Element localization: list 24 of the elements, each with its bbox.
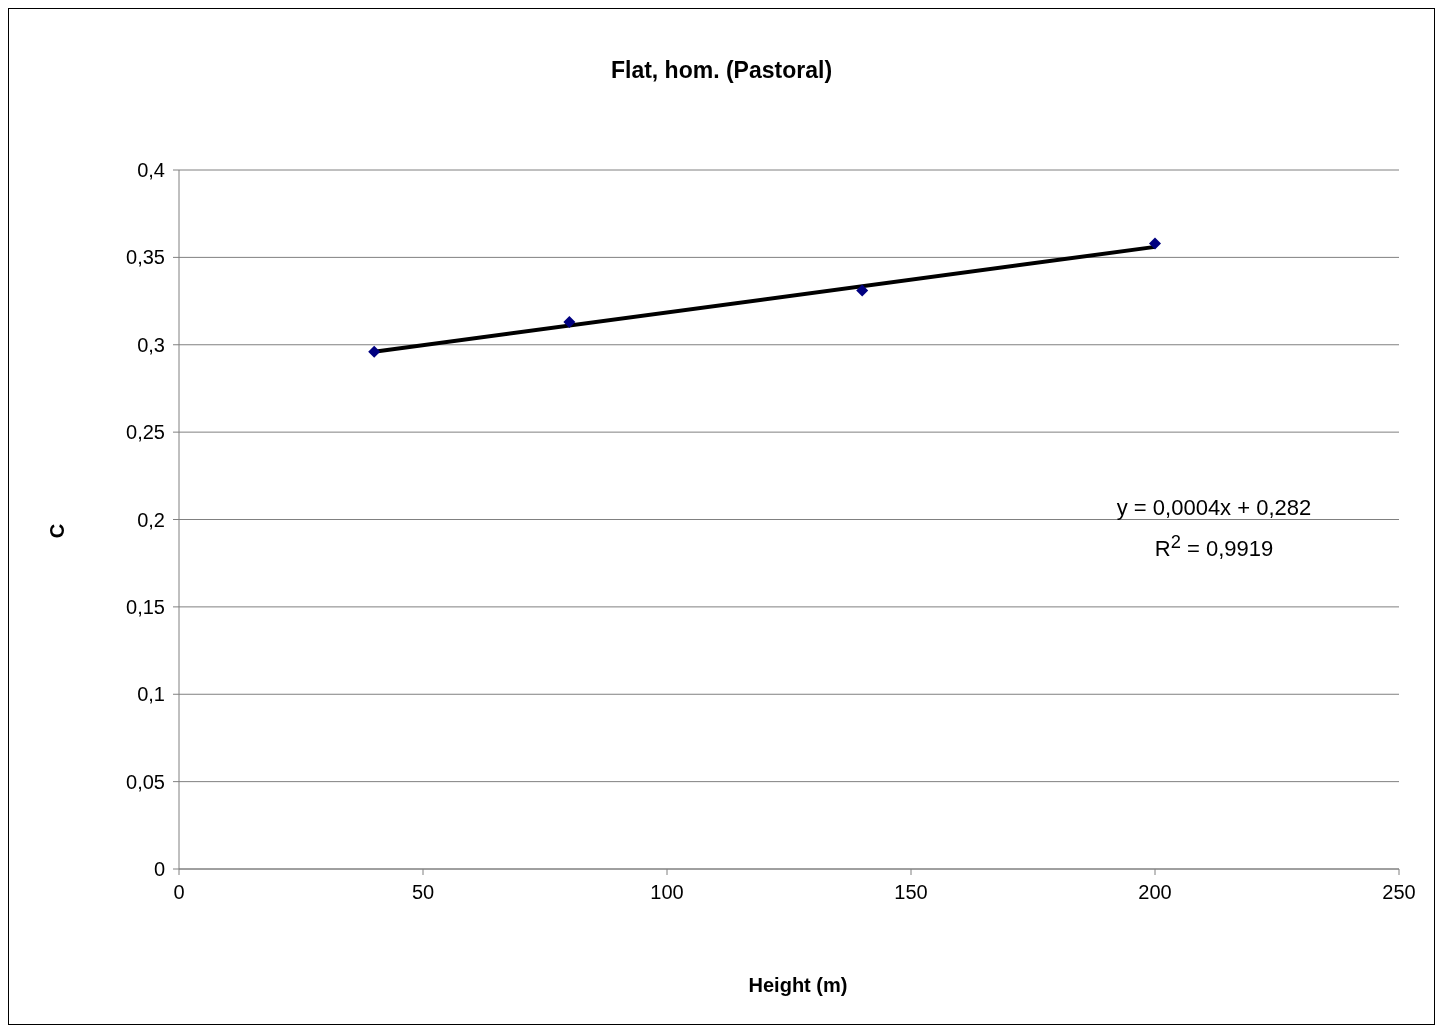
annotation: R$^{2}$ = 0,9919 bbox=[1153, 530, 1275, 564]
y-tick-label: 0,25 bbox=[126, 421, 165, 444]
y-tick-label: 0 bbox=[153, 858, 165, 881]
y-tick-label: 0,15 bbox=[126, 595, 165, 618]
point bbox=[1149, 237, 1161, 250]
y-tick-label: 0,1 bbox=[137, 683, 165, 706]
x-tick-label: 150 bbox=[894, 881, 928, 904]
x-tick-label: 200 bbox=[1138, 881, 1172, 904]
y-tick-label: 0,35 bbox=[126, 246, 165, 269]
x-tick-label: 0 bbox=[173, 881, 185, 904]
annotation: y = 0,0004x + 0,282 bbox=[1115, 494, 1313, 522]
y-axis-title: C bbox=[45, 523, 69, 539]
x-axis-title: Height (m) bbox=[747, 974, 849, 997]
x-tick-label: 50 bbox=[411, 881, 435, 904]
point bbox=[856, 284, 869, 297]
point bbox=[368, 345, 381, 358]
y-tick-label: 0,4 bbox=[137, 159, 165, 182]
y-tick-label: 0,3 bbox=[137, 333, 165, 356]
x-tick-label: 250 bbox=[1382, 881, 1416, 904]
y-tick-label: 0,2 bbox=[137, 508, 165, 531]
y-tick-label: 0,05 bbox=[126, 770, 165, 793]
chart-title: Flat, hom. (Pastoral) bbox=[609, 57, 834, 84]
point bbox=[563, 316, 576, 329]
x-tick-label: 100 bbox=[650, 881, 684, 904]
